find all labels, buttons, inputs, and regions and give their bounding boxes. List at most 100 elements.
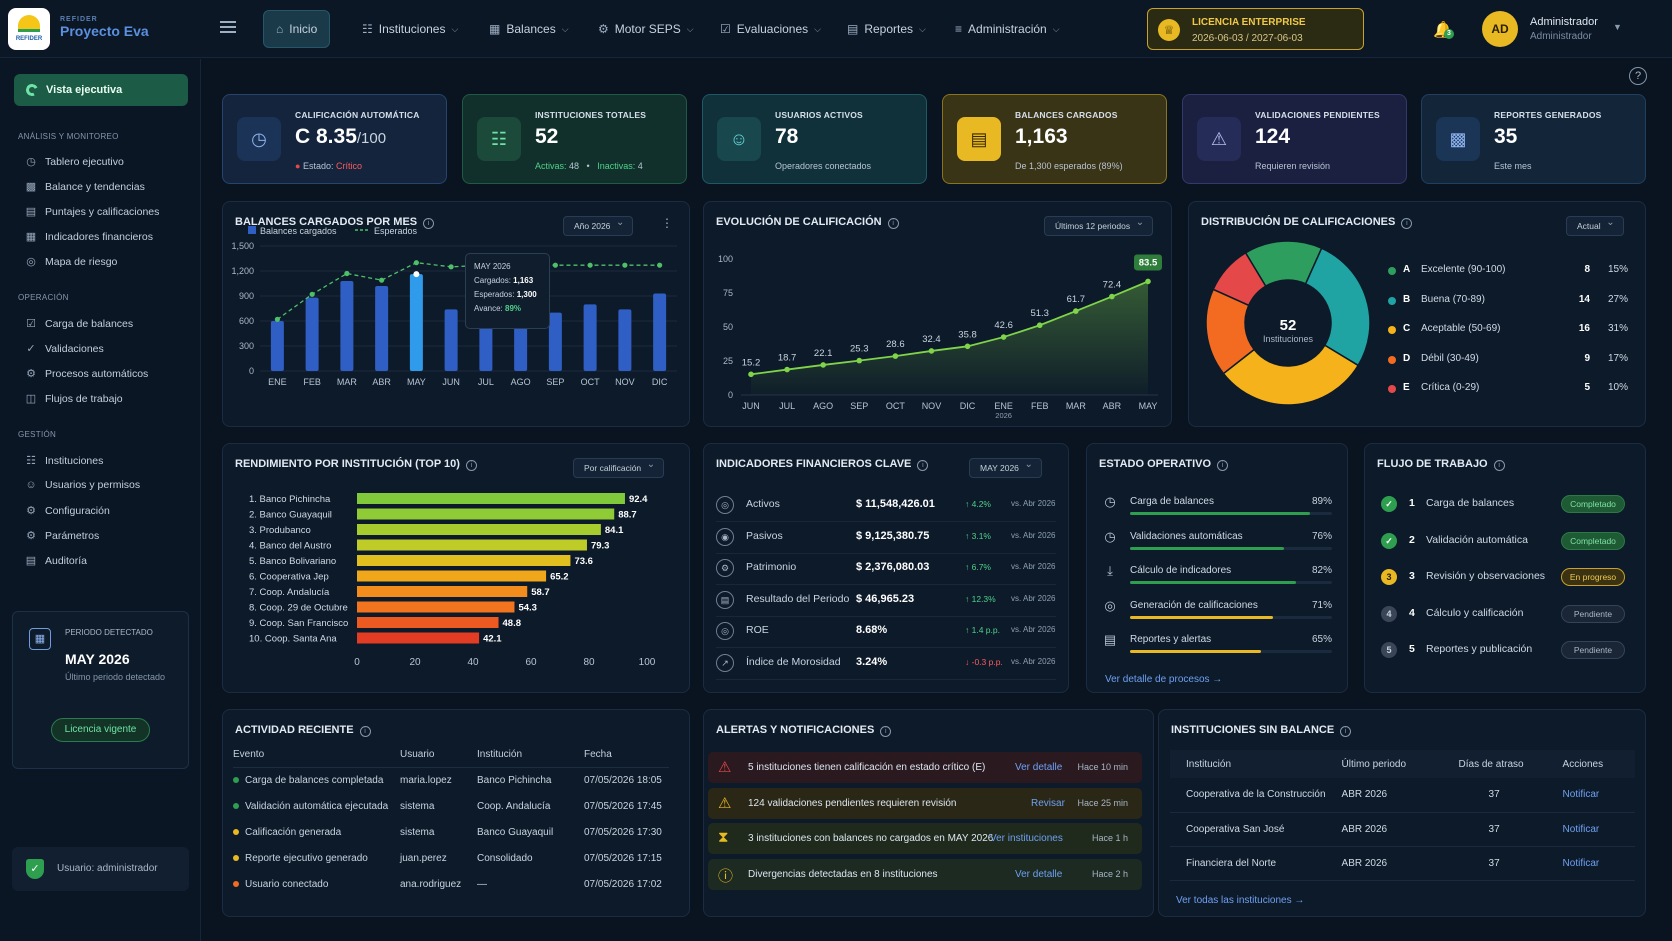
esperados-point[interactable] (344, 270, 350, 277)
chevron-down-icon[interactable]: ▼ (1613, 22, 1622, 32)
year-select[interactable]: Año 2026 (563, 214, 634, 236)
workflow-step[interactable]: ✓ 2 Validación automática Completado (1381, 531, 1625, 555)
esperados-point[interactable] (622, 262, 628, 268)
kpi-usuarios[interactable]: ☺ USUARIOS ACTIVOS 78 Operadores conecta… (702, 94, 927, 184)
evolution-point[interactable] (856, 357, 863, 364)
indicator-row[interactable]: ◎ Activos $ 11,548,426.01 ↑ 4.2% vs. Abr 202… (716, 492, 1056, 522)
indicators-period-select[interactable]: MAY 2026 (969, 456, 1042, 478)
evolution-point[interactable] (964, 343, 971, 350)
bar-abr[interactable] (375, 286, 389, 371)
notify-link[interactable]: Notificar (1546, 812, 1635, 847)
legend-row-c[interactable]: C Aceptable (50-69) 16 31% (1388, 323, 1658, 339)
esperados-point[interactable] (309, 291, 315, 297)
sidebar-item-flujos[interactable]: ◫ Flujos de trabajo (25, 392, 123, 406)
ranking-bar[interactable] (357, 632, 480, 644)
esperados-point[interactable] (413, 260, 419, 266)
ops-row[interactable]: ◷ Validaciones automáticas 76% (1102, 529, 1332, 563)
ranking-bar[interactable] (357, 586, 528, 597)
sidebar-item-vista-ejecutiva[interactable]: Vista ejecutiva (14, 74, 188, 106)
slice-e[interactable] (1212, 251, 1267, 307)
bar-mar[interactable] (340, 281, 354, 371)
ops-row[interactable]: ◎ Generación de calificaciones 71% (1102, 598, 1332, 632)
ops-detail-link[interactable]: Ver detalle de procesos → (1105, 674, 1223, 685)
alert-link[interactable]: Ver detalle (1015, 762, 1063, 773)
legend-row-a[interactable]: A Excelente (90-100) 8 15% (1388, 264, 1658, 280)
bar-may[interactable] (409, 274, 423, 371)
slice-b[interactable] (1304, 247, 1371, 367)
kpi-reportes[interactable]: ▩ REPORTES GENERADOS 35 Este mes (1421, 94, 1646, 184)
slice-c[interactable] (1222, 344, 1360, 406)
indicator-row[interactable]: ↗ Índice de Morosidad 3.24% ↓ -0.3 p.p. vs. … (716, 650, 1056, 680)
legend-row-d[interactable]: D Débil (30-49) 9 17% (1388, 353, 1658, 369)
notify-link[interactable]: Notificar (1546, 778, 1635, 813)
table-row[interactable]: Cooperativa San José ABR 2026 37 Notificar (1170, 812, 1635, 847)
ranking-bar[interactable] (357, 524, 601, 535)
bar-nov[interactable] (618, 309, 632, 371)
kpi-validaciones[interactable]: ⚠ VALIDACIONES PENDIENTES 124 Requieren … (1182, 94, 1407, 184)
evolution-point[interactable] (1145, 278, 1151, 285)
bar-feb[interactable] (305, 297, 319, 371)
kpi-balances[interactable]: ▤ BALANCES CARGADOS 1,163 De 1,300 esper… (942, 94, 1167, 184)
bar-jul[interactable] (479, 321, 493, 371)
more-options-icon[interactable]: ⋮ (661, 216, 673, 230)
menu-toggle-icon[interactable] (220, 21, 236, 33)
workflow-step[interactable]: 4 4 Cálculo y calificación Pendiente (1381, 604, 1625, 628)
evolution-point[interactable] (1073, 308, 1079, 314)
ops-row[interactable]: ▤ Reportes y alertas 65% (1102, 632, 1332, 666)
sidebar-item-mapa-riesgo[interactable]: ◎ Mapa de riesgo (26, 255, 118, 269)
bar-dic[interactable] (653, 293, 667, 372)
esperados-point[interactable] (657, 262, 663, 268)
table-row[interactable]: Calificación generada sistema Banco Guayaq… (233, 819, 669, 845)
nav-motor-seps[interactable]: ⚙ Motor SEPS ⌵ (598, 22, 694, 36)
alert-link[interactable]: Ver detalle (1015, 868, 1063, 880)
all-institutions-link[interactable]: Ver todas las instituciones → (1176, 895, 1305, 906)
evolution-point[interactable] (820, 362, 826, 368)
esperados-point[interactable] (552, 262, 558, 268)
bar-ene[interactable] (270, 321, 284, 371)
esperados-point[interactable] (274, 316, 280, 322)
esperados-point[interactable] (587, 262, 593, 268)
evolution-point[interactable] (748, 371, 754, 378)
ops-row[interactable]: ◷ Carga de balances 89% (1102, 494, 1332, 528)
indicator-row[interactable]: ◎ ROE 8.68% ↑ 1.4 p.p. vs. Abr 2026 (716, 618, 1056, 648)
sidebar-item-indicadores[interactable]: ▦ Indicadores financieros (25, 230, 153, 244)
workflow-step[interactable]: ✓ 1 Carga de balances Completado (1381, 494, 1625, 518)
nav-instituciones[interactable]: ☷ Instituciones ⌵ (362, 22, 459, 36)
avatar[interactable]: AD (1482, 11, 1518, 47)
sidebar-item-usuarios[interactable]: ☺ Usuarios y permisos (25, 479, 141, 491)
bell-icon[interactable]: 🔔 3 (1433, 22, 1454, 39)
evolution-point[interactable] (892, 353, 899, 359)
indicator-row[interactable]: ◉ Pasivos $ 9,125,380.75 ↑ 3.1% vs. Abr 2026 (716, 524, 1056, 554)
ranking-select[interactable]: Por calificación (573, 456, 665, 478)
kpi-calificacion[interactable]: ◷ CALIFICACIÓN AUTOMÁTICA C 8.35/100 ● E… (222, 94, 447, 184)
table-row[interactable]: Financiera del Norte ABR 2026 37 Notificar (1170, 846, 1635, 881)
sidebar-item-carga-balances[interactable]: ☑ Carga de balances (26, 317, 134, 331)
evolution-point[interactable] (1000, 334, 1007, 340)
table-row[interactable]: Carga de balances completada maria.lopez B… (233, 767, 669, 793)
esperados-point[interactable] (379, 277, 385, 283)
alert-link[interactable]: Ver instituciones (990, 833, 1063, 844)
sidebar-item-puntajes[interactable]: ▤ Puntajes y calificaciones (25, 205, 160, 219)
nav-evaluaciones[interactable]: ☑ Evaluaciones ⌵ (720, 22, 821, 36)
nav-balances[interactable]: ▦ Balances ⌵ (489, 22, 569, 36)
user-name[interactable]: Administrador (1530, 16, 1598, 28)
bar-oct[interactable] (583, 304, 597, 371)
bar-sep[interactable] (548, 312, 562, 371)
sidebar-item-configuracion[interactable]: ⚙ Configuración (26, 504, 110, 518)
evolution-point[interactable] (928, 348, 935, 354)
ranking-bar[interactable] (357, 601, 515, 613)
refider-logo[interactable]: REFIDER (8, 8, 50, 50)
table-row[interactable]: Cooperativa de la Construcción ABR 2026 37… (1170, 778, 1635, 813)
indicator-row[interactable]: ⚙ Patrimonio $ 2,376,080.03 ↑ 6.7% vs. Abr 2… (716, 555, 1056, 585)
nav-administracion[interactable]: ≡ Administración ⌵ (955, 22, 1060, 36)
table-row[interactable]: Usuario conectado ana.rodriguez — 07/05/202… (233, 871, 669, 897)
user-badge[interactable]: ✓ Usuario: administrador (12, 847, 189, 891)
nav-reportes[interactable]: ▤ Reportes ⌵ (847, 22, 926, 36)
indicator-row[interactable]: ▤ Resultado del Periodo $ 46,965.23 ↑ 12.3%… (716, 587, 1056, 617)
sidebar-item-parametros[interactable]: ⚙ Parámetros (26, 529, 100, 543)
ranking-bar[interactable] (357, 617, 499, 628)
license-badge[interactable]: ♕ LICENCIA ENTERPRISE 2026-06-03 / 2027-… (1147, 8, 1364, 50)
esperados-point[interactable] (448, 264, 454, 270)
legend-row-e[interactable]: E Crítica (0-29) 5 10% (1388, 382, 1658, 398)
sidebar-item-validaciones[interactable]: ✓ Validaciones (26, 342, 104, 356)
